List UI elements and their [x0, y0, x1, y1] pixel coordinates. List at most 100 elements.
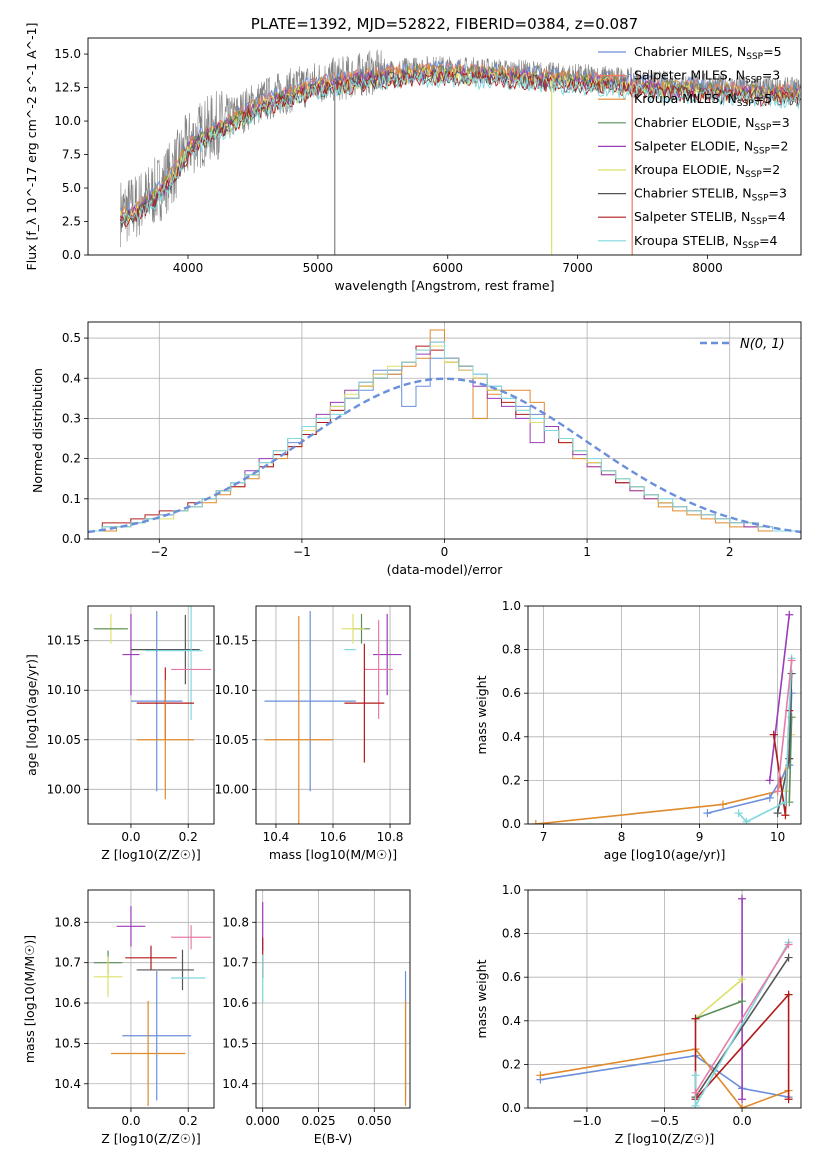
y-tick-label: 10.05 [47, 733, 81, 747]
x-axis-label: Z [log10(Z/Z☉)] [101, 1131, 201, 1146]
legend-entry: Kroupa MILES, NSSP=5 [634, 91, 772, 109]
model-spectrum [120, 69, 801, 228]
x-axis-label: mass [log10(M/M☉)] [269, 847, 397, 862]
plot-residuals: −2 −1 0 1 2 0.0 0.1 0.2 0.3 0.4 0.5 (data-model)/er… [30, 321, 802, 577]
y-tick-label: 0.0 [502, 817, 521, 831]
errorbar-point [344, 643, 385, 763]
y-axis-label: mass weight [474, 675, 489, 754]
y-axis-label: mass [log10(M/M☉)] [22, 935, 37, 1063]
errorbar-point [93, 956, 123, 997]
model-spectrum [120, 64, 801, 225]
axes-frame [527, 605, 802, 825]
weight-marker [691, 1071, 700, 1080]
weight-series [695, 1000, 743, 1020]
y-tick-label: 0.1 [62, 492, 81, 506]
weight-marker [738, 975, 747, 984]
plot-z-weight: −1.0 −0.5 0.0 0.0 0.2 0.4 0.6 0.8 1.0 Z [log10(Z/… [474, 883, 802, 1146]
y-axis-label: Normed distribution [30, 368, 45, 493]
x-axis-label: age [log10(age/yr)] [604, 847, 726, 862]
x-tick-label: −2 [150, 545, 168, 559]
legend-entry: Salpeter ELODIE, NSSP=2 [634, 138, 788, 156]
weight-marker [781, 811, 790, 820]
plot-area-ebv-mass [262, 902, 407, 1106]
weight-marker [787, 656, 796, 665]
x-tick-label: 7000 [562, 261, 593, 275]
y-tick-label: 10.15 [47, 634, 81, 648]
y-tick-label: 1.0 [502, 883, 521, 897]
axes-frame [87, 321, 802, 540]
model-spectrum [120, 69, 801, 228]
weight-series [788, 717, 793, 803]
plot-spectrum: 4000 5000 6000 7000 8000 0.0 2.5 5.0 7.5 10.0 12.5… [24, 15, 802, 293]
y-tick-label: 10.4 [54, 1077, 81, 1091]
weight-series [694, 944, 790, 1094]
plot-area-residuals [88, 329, 801, 539]
chart-title: PLATE=1392, MJD=52822, FIBERID=0384, z=0… [251, 15, 638, 33]
axes-frame [255, 605, 411, 825]
x-tick-label: 0.2 [179, 1114, 198, 1128]
x-tick-label: 4000 [173, 261, 204, 275]
weight-marker [784, 940, 793, 949]
y-tick-label: 0.6 [502, 970, 521, 984]
axes-frame [87, 605, 215, 825]
weight-marker [691, 1088, 700, 1097]
errorbar-point [125, 945, 177, 970]
weight-marker [773, 787, 782, 796]
weight-marker [734, 809, 743, 818]
plot-z-age: 0.0 0.2 10.00 10.05 10.10 10.15 Z [log10(Z/Z☉)… [24, 605, 215, 862]
y-tick-label: 0.8 [502, 927, 521, 941]
y-tick-label: 0.0 [62, 248, 81, 262]
plot-area-spectrum [120, 49, 801, 255]
y-tick-label: 0.0 [502, 1101, 521, 1115]
x-axis-label: Z [log10(Z/Z☉)] [615, 1131, 715, 1146]
y-tick-label: 0.4 [502, 1014, 521, 1028]
y-tick-label: 0.4 [502, 730, 521, 744]
weight-marker [784, 990, 793, 999]
y-tick-label: 10.5 [222, 1036, 249, 1050]
y-tick-label: 10.7 [54, 956, 81, 970]
plot-ebv-mass: 0.000 0.025 0.050 10.4 10.5 10.6 10.7 10.8 E(B-V… [222, 889, 411, 1146]
weight-marker [784, 1095, 793, 1104]
x-tick-label: 2 [726, 545, 734, 559]
legend: Chabrier MILES, NSSP=5 Salpeter MILES, NS… [598, 44, 790, 251]
weight-marker [703, 809, 712, 818]
x-tick-label: −1 [293, 545, 311, 559]
y-tick-label: 10.15 [215, 634, 249, 648]
x-tick-label: 10 [770, 830, 785, 844]
weight-marker [691, 1014, 700, 1023]
legend-entry: Kroupa ELODIE, NSSP=2 [634, 162, 780, 180]
plot-mass-age: 10.4 10.6 10.8 10.00 10.05 10.10 10.15 mass [lo… [215, 605, 411, 862]
weight-marker [765, 793, 774, 802]
weight-marker [781, 798, 790, 807]
y-tick-label: 10.00 [47, 782, 81, 796]
x-tick-label: 0.025 [301, 1114, 335, 1128]
errorbar-point [341, 613, 365, 644]
y-tick-label: 10.05 [215, 733, 249, 747]
errorbar-point [130, 610, 183, 792]
weight-series [535, 758, 791, 824]
weight-marker [785, 610, 794, 619]
errorbar-point [136, 680, 194, 800]
y-tick-label: 15.0 [54, 47, 81, 61]
x-tick-label: 8 [618, 830, 626, 844]
weight-series [776, 660, 793, 792]
errorbar-point [264, 615, 333, 824]
gaussian-reference-curve [88, 377, 801, 534]
legend-entry: Kroupa STELIB, NSSP=4 [634, 233, 778, 251]
weight-marker [773, 809, 782, 818]
y-tick-label: 1.0 [502, 599, 521, 613]
weight-marker [738, 1095, 747, 1104]
x-axis-label: E(B-V) [314, 1131, 353, 1146]
y-axis-label: mass weight [474, 959, 489, 1038]
y-tick-label: 0.2 [502, 1057, 521, 1071]
y-tick-label: 12.5 [54, 81, 81, 95]
y-tick-label: 5.0 [62, 181, 81, 195]
y-tick-label: 7.5 [62, 148, 81, 162]
y-tick-label: 0.3 [62, 411, 81, 425]
x-tick-label: 10.8 [377, 830, 404, 844]
x-tick-label: 0.0 [733, 1114, 752, 1128]
errorbar-point [372, 613, 402, 696]
x-tick-label: 0.0 [121, 1114, 140, 1128]
legend-entry: Chabrier ELODIE, NSSP=3 [634, 115, 790, 133]
y-tick-label: 10.5 [54, 1036, 81, 1050]
